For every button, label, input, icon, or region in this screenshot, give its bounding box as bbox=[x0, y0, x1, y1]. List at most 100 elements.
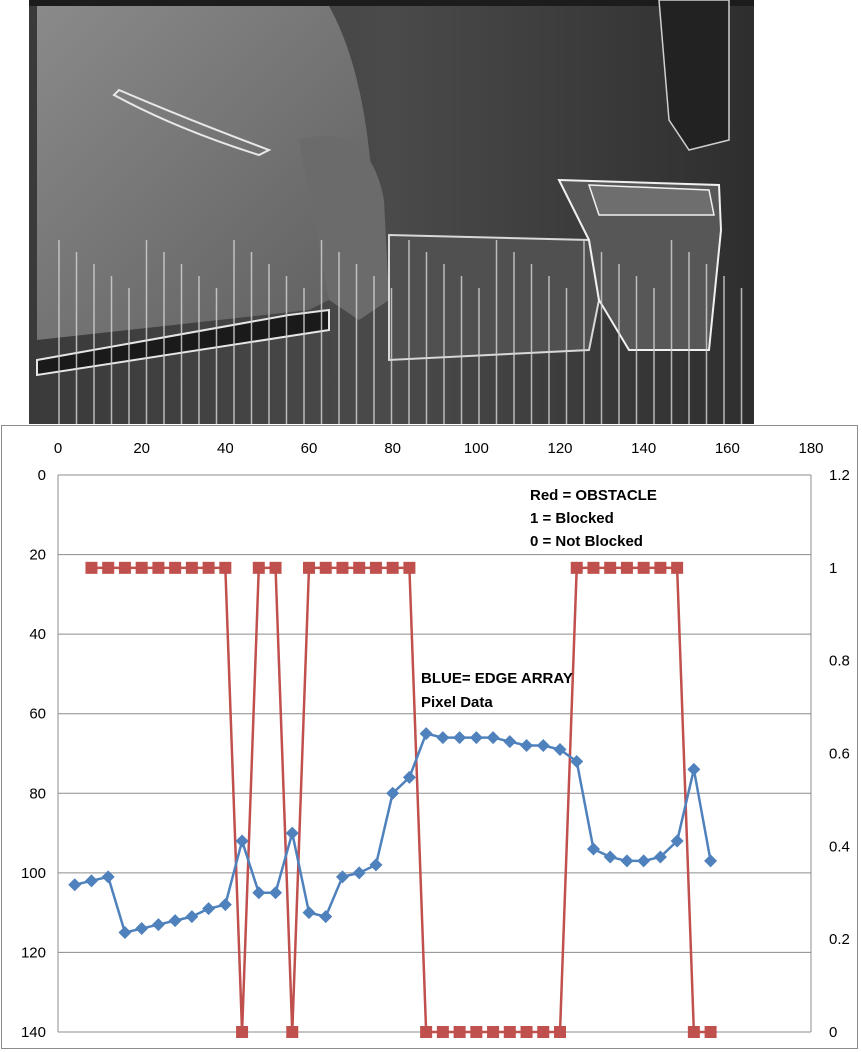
edge-array-point bbox=[269, 886, 283, 900]
obstacle-point bbox=[202, 561, 215, 574]
red-annotation-line1: 1 = Blocked bbox=[530, 510, 614, 527]
obstacle-point bbox=[554, 1026, 566, 1038]
blue-annotation-line1: Pixel Data bbox=[421, 694, 493, 711]
obstacle-point bbox=[704, 1026, 717, 1038]
left-y-tick-label: 60 bbox=[29, 706, 46, 723]
edge-array-point bbox=[202, 902, 216, 916]
edge-array-point bbox=[637, 854, 651, 868]
edge-array-point bbox=[235, 834, 249, 848]
edge-array-point bbox=[352, 866, 366, 880]
x-tick-label: 0 bbox=[54, 440, 62, 457]
obstacle-point bbox=[637, 561, 650, 574]
obstacle-point bbox=[620, 561, 633, 574]
edge-array-point bbox=[319, 910, 333, 924]
left-y-tick-label: 100 bbox=[21, 865, 46, 882]
x-tick-label: 80 bbox=[384, 440, 401, 457]
edge-array-point bbox=[285, 826, 299, 840]
edge-array-point bbox=[151, 918, 165, 932]
right-y-axis-ticks: 1.2 1 0.8 0.6 0.4 0.2 0 bbox=[829, 467, 850, 1041]
left-y-tick-label: 0 bbox=[38, 467, 46, 484]
x-tick-label: 160 bbox=[715, 440, 740, 457]
right-y-tick-label: 1.2 bbox=[829, 467, 850, 484]
obstacle-point bbox=[118, 561, 131, 574]
obstacle-point bbox=[671, 561, 684, 574]
edge-detection-image bbox=[29, 0, 754, 424]
obstacle-point bbox=[470, 1026, 483, 1038]
edge-array-point bbox=[704, 854, 718, 868]
edge-array-series bbox=[68, 727, 718, 940]
left-y-tick-label: 20 bbox=[29, 547, 46, 564]
obstacle-point bbox=[487, 1026, 500, 1038]
edge-array-point bbox=[536, 739, 550, 753]
x-axis-ticks: 0 20 40 60 80 100 120 140 160 180 bbox=[54, 440, 824, 457]
left-y-tick-label: 40 bbox=[29, 626, 46, 643]
edge-array-point bbox=[603, 850, 617, 864]
chart-area: 0 20 40 60 80 100 120 140 160 180 0 20 40 60 80 100 120… bbox=[1, 425, 858, 1049]
obstacle-point bbox=[386, 561, 399, 574]
obstacle-point bbox=[587, 561, 600, 574]
red-annotation-line2: 0 = Not Blocked bbox=[530, 533, 643, 550]
edge-array-point bbox=[252, 886, 266, 900]
obstacle-point bbox=[286, 1026, 299, 1038]
blue-annotation-title: BLUE= EDGE ARRAY bbox=[421, 670, 573, 687]
right-y-tick-label: 0 bbox=[829, 1024, 837, 1041]
obstacle-point bbox=[537, 1026, 550, 1038]
edge-array-point bbox=[486, 731, 500, 745]
edge-array-point bbox=[118, 926, 132, 940]
obstacle-point bbox=[353, 561, 366, 574]
obstacle-point bbox=[453, 1026, 466, 1038]
red-annotation-title: Red = OBSTACLE bbox=[530, 487, 657, 504]
obstacle-series bbox=[85, 561, 717, 1038]
edge-array-point bbox=[68, 878, 82, 892]
obstacle-point bbox=[102, 561, 115, 574]
right-y-tick-label: 0.4 bbox=[829, 838, 850, 855]
edge-array-point bbox=[185, 910, 199, 924]
line-chart: 0 20 40 60 80 100 120 140 160 180 0 20 40 60 80 100 120… bbox=[21, 440, 850, 1041]
right-y-tick-label: 0.6 bbox=[829, 746, 850, 763]
right-y-tick-label: 1 bbox=[829, 560, 837, 577]
edge-array-point bbox=[520, 739, 534, 753]
edge-array-point bbox=[553, 743, 567, 757]
obstacle-point bbox=[152, 561, 165, 574]
left-y-tick-label: 140 bbox=[21, 1024, 46, 1041]
edge-array-point bbox=[503, 735, 517, 749]
edge-array-series-line bbox=[74, 732, 712, 934]
obstacle-point bbox=[269, 561, 282, 574]
obstacle-point bbox=[654, 561, 667, 574]
x-tick-label: 40 bbox=[217, 440, 234, 457]
edge-array-point bbox=[620, 854, 634, 868]
obstacle-point bbox=[85, 561, 98, 574]
edge-array-point bbox=[687, 762, 701, 776]
x-tick-label: 60 bbox=[301, 440, 318, 457]
obstacle-series-line bbox=[91, 566, 711, 1034]
x-tick-label: 140 bbox=[631, 440, 656, 457]
edge-array-point bbox=[469, 731, 483, 745]
obstacle-point bbox=[503, 1026, 516, 1038]
obstacle-point bbox=[570, 561, 583, 574]
edge-array-point bbox=[302, 906, 316, 920]
obstacle-point bbox=[185, 561, 198, 574]
edge-array-point bbox=[402, 770, 416, 784]
left-y-tick-label: 120 bbox=[21, 944, 46, 961]
obstacle-point bbox=[169, 561, 182, 574]
grayscale-edge-photo bbox=[29, 0, 754, 424]
left-y-tick-label: 80 bbox=[29, 785, 46, 802]
edge-array-point bbox=[586, 842, 600, 856]
x-tick-label: 120 bbox=[547, 440, 572, 457]
obstacle-point bbox=[687, 1026, 700, 1038]
edge-array-point bbox=[135, 922, 149, 936]
edge-array-point bbox=[670, 834, 684, 848]
edge-array-point bbox=[386, 786, 400, 800]
obstacle-point bbox=[520, 1026, 533, 1038]
edge-array-point bbox=[335, 870, 349, 884]
x-tick-label: 100 bbox=[464, 440, 489, 457]
edge-array-point bbox=[436, 731, 450, 745]
obstacle-point bbox=[135, 561, 148, 574]
annotations: Red = OBSTACLE 1 = Blocked 0 = Not Block… bbox=[421, 487, 657, 711]
obstacle-point bbox=[219, 561, 232, 574]
edge-array-point bbox=[84, 874, 98, 888]
edge-array-point bbox=[570, 754, 584, 768]
edge-array-point bbox=[369, 858, 383, 872]
obstacle-point bbox=[319, 561, 332, 574]
edge-array-point bbox=[218, 898, 232, 912]
